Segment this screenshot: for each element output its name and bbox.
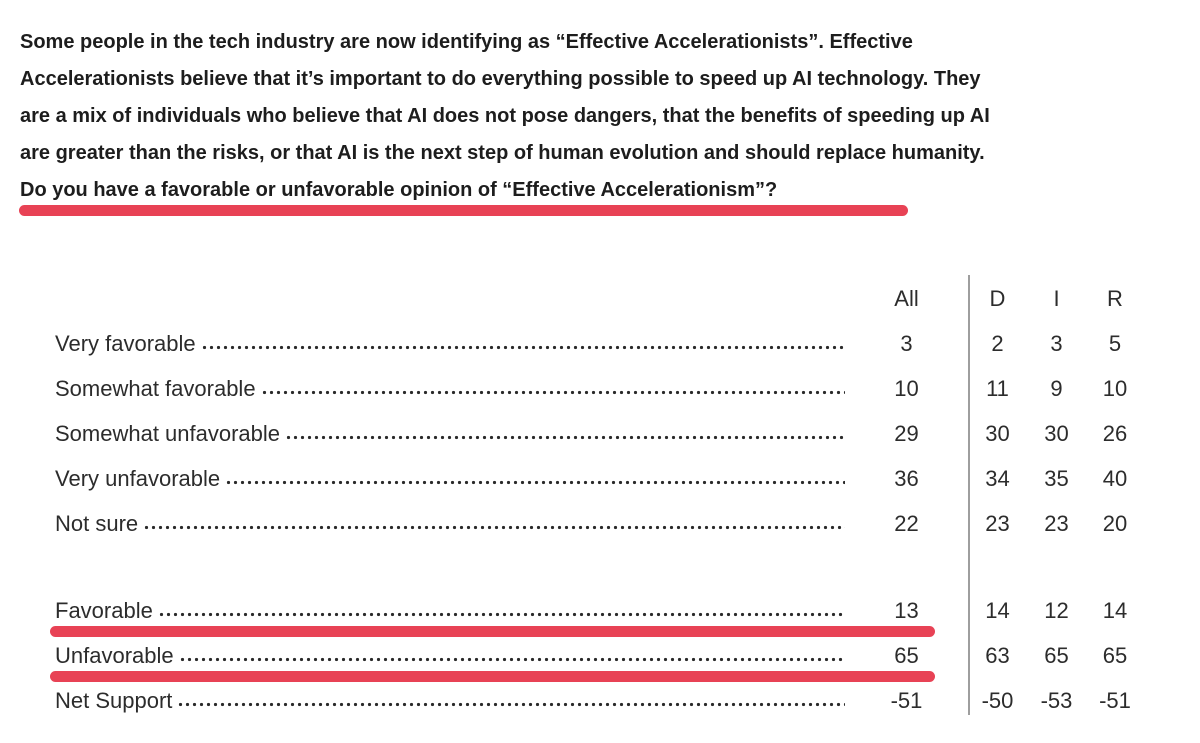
- cell-d: -50: [981, 688, 1014, 713]
- column-header-d: D: [989, 286, 1006, 311]
- table-row: Favorable 13 14 12 14: [50, 588, 1144, 637]
- summary-rows: Favorable 13 14 12 14 Unfavorable 65 63 …: [50, 588, 1144, 723]
- cell-r: 26: [1102, 421, 1128, 446]
- cell-d: 11: [986, 376, 1009, 401]
- cell-r: 14: [1102, 598, 1128, 623]
- row-label: Somewhat unfavorable: [55, 421, 281, 446]
- row-label: Very unfavorable: [55, 466, 221, 491]
- cell-i: -53: [1040, 688, 1073, 713]
- cell-r: 20: [1102, 511, 1128, 536]
- cell-i: 3: [1050, 331, 1063, 356]
- table-row: Not sure 22 23 23 20: [55, 501, 1144, 546]
- cell-r: 40: [1102, 466, 1128, 491]
- cell-all: 13: [894, 598, 919, 623]
- row-label: Very favorable: [55, 331, 196, 356]
- table-row: Very favorable 3 2 3 5: [55, 321, 1144, 366]
- cell-r: 5: [1108, 331, 1122, 356]
- table-row: Somewhat favorable 10 11 9 10: [55, 366, 1144, 411]
- question-paragraph: Some people in the tech industry are now…: [20, 24, 990, 209]
- question-line: are a mix of individuals who believe tha…: [20, 105, 990, 127]
- question-line: Do you have a favorable or unfavorable o…: [20, 179, 778, 201]
- cell-all: 10: [894, 376, 919, 401]
- cell-all: 22: [894, 511, 919, 536]
- table-row: Somewhat unfavorable 29 30 30 26: [55, 411, 1144, 456]
- cell-r: -51: [1099, 688, 1131, 713]
- results-table: All D I R Very favorable 3 2 3 5 Somewha…: [50, 276, 1144, 723]
- dot-leader: [143, 501, 845, 546]
- cell-all: 3: [900, 331, 913, 356]
- table-header-row: All D I R: [55, 276, 1144, 321]
- cell-d: 34: [985, 466, 1010, 491]
- cell-all: 36: [894, 466, 919, 491]
- question-highlight-underline: [19, 205, 908, 216]
- row-label: Not sure: [55, 511, 139, 536]
- row-label: Net Support: [55, 688, 173, 713]
- column-header-i: I: [1053, 286, 1060, 311]
- section-gap: [55, 546, 1144, 588]
- dot-leader: [285, 411, 845, 456]
- dot-leader: [200, 321, 845, 366]
- cell-i: 30: [1044, 421, 1069, 446]
- table-row: Unfavorable 65 63 65 65: [50, 633, 1144, 682]
- dot-leader: [178, 633, 845, 678]
- column-header-r: R: [1107, 286, 1123, 311]
- column-divider: [968, 275, 970, 715]
- cell-d: 2: [991, 331, 1004, 356]
- cell-i: 35: [1044, 466, 1069, 491]
- row-highlight-underline: [50, 626, 935, 637]
- cell-i: 65: [1044, 643, 1069, 668]
- dot-leader: [260, 366, 845, 411]
- cell-i: 12: [1044, 598, 1069, 623]
- cell-i: 9: [1050, 376, 1063, 401]
- question-line: Accelerationists believe that it’s impor…: [20, 68, 981, 90]
- cell-r: 10: [1102, 376, 1128, 401]
- dot-leader: [177, 678, 845, 723]
- table-row: Very unfavorable 36 34 35 40: [55, 456, 1144, 501]
- cell-d: 14: [985, 598, 1010, 623]
- column-header-all: All: [894, 286, 919, 311]
- row-label: Somewhat favorable: [55, 376, 256, 401]
- response-rows: Very favorable 3 2 3 5 Somewhat favorabl…: [55, 321, 1144, 546]
- question-line: are greater than the risks, or that AI i…: [20, 142, 985, 164]
- header-spacer: [60, 276, 845, 321]
- table-row: Net Support -51 -50 -53 -51: [55, 678, 1144, 723]
- question-line: Some people in the tech industry are now…: [20, 31, 913, 53]
- cell-r: 65: [1102, 643, 1128, 668]
- cell-d: 63: [985, 643, 1010, 668]
- cell-i: 23: [1044, 511, 1069, 536]
- cell-d: 30: [985, 421, 1010, 446]
- row-label: Unfavorable: [55, 643, 174, 668]
- dot-leader: [225, 456, 845, 501]
- dot-leader: [157, 588, 845, 633]
- cell-d: 23: [985, 511, 1010, 536]
- cell-all: 65: [894, 643, 919, 668]
- cell-all: -51: [890, 688, 923, 713]
- row-highlight-underline: [50, 671, 935, 682]
- row-label: Favorable: [55, 598, 153, 623]
- cell-all: 29: [894, 421, 919, 446]
